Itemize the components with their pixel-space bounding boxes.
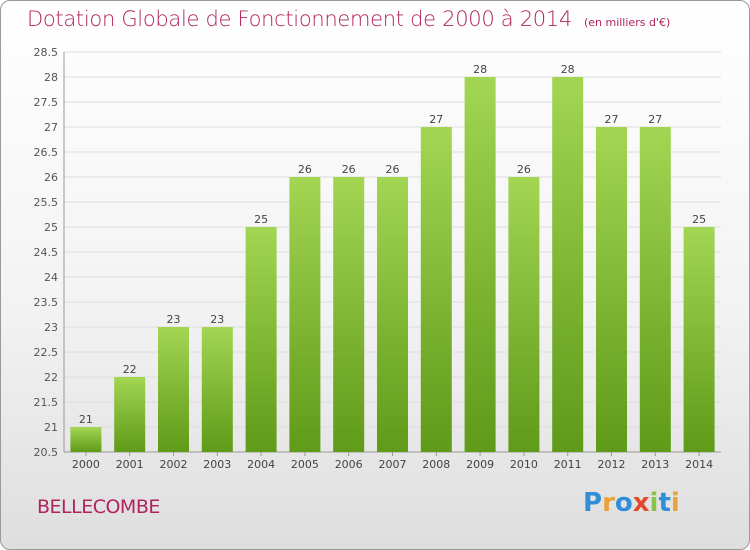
bar-value-label: 22 <box>123 363 137 376</box>
proxiti-logo: Proxiti <box>583 488 680 518</box>
bar-value-label: 26 <box>517 163 531 176</box>
x-tick-label: 2000 <box>72 458 100 471</box>
labels-layer: 20.5 21 21.5 22 22.5 23 23.5 24 24.5 25 25.5 26 26.5… <box>34 46 714 471</box>
y-tick-label: 23 <box>44 321 58 334</box>
bar <box>639 127 671 452</box>
x-tick-label: 2013 <box>641 458 669 471</box>
y-tick-label: 27.5 <box>34 96 59 109</box>
chart-title: Dotation Globale de Fonctionnement de 20… <box>27 7 670 31</box>
y-tick-label: 25.5 <box>34 196 59 209</box>
y-tick-label: 20.5 <box>34 446 59 459</box>
y-tick-label: 28.5 <box>34 46 59 59</box>
x-tick-label: 2010 <box>510 458 538 471</box>
y-tick-label: 28 <box>44 71 58 84</box>
bar <box>70 427 102 452</box>
bar <box>158 327 189 452</box>
bar <box>333 177 365 452</box>
y-tick-label: 24 <box>44 271 58 284</box>
x-tick-label: 2011 <box>554 458 582 471</box>
bar-value-label: 23 <box>167 313 181 326</box>
x-tick-label: 2014 <box>685 458 713 471</box>
x-tick-label: 2001 <box>116 458 144 471</box>
bar-value-label: 27 <box>648 113 662 126</box>
chart-title-main: Dotation Globale de Fonctionnement de 20… <box>27 7 572 31</box>
bar <box>596 127 627 452</box>
y-tick-label: 22 <box>44 371 58 384</box>
bar-value-label: 27 <box>605 113 619 126</box>
y-tick-label: 22.5 <box>34 346 59 359</box>
bar-value-label: 27 <box>429 113 443 126</box>
bar-value-label: 25 <box>254 213 268 226</box>
bar <box>683 227 715 452</box>
bar <box>552 77 584 452</box>
y-tick-label: 24.5 <box>34 246 59 259</box>
bar-value-label: 26 <box>386 163 400 176</box>
bar <box>464 77 496 452</box>
y-tick-label: 25 <box>44 221 58 234</box>
bar <box>114 377 146 452</box>
x-tick-label: 2003 <box>203 458 231 471</box>
bar <box>289 177 321 452</box>
bar <box>245 227 277 452</box>
x-tick-label: 2009 <box>466 458 494 471</box>
x-tick-label: 2012 <box>598 458 626 471</box>
bar-value-label: 25 <box>692 213 706 226</box>
y-tick-label: 23.5 <box>34 296 59 309</box>
bar <box>420 127 452 452</box>
bar <box>377 177 408 452</box>
y-tick-label: 26 <box>44 171 58 184</box>
x-tick-label: 2005 <box>291 458 319 471</box>
bar <box>508 177 540 452</box>
y-tick-label: 21 <box>44 421 58 434</box>
y-tick-label: 21.5 <box>34 396 59 409</box>
bar-value-label: 21 <box>79 413 93 426</box>
bars-layer <box>70 77 715 452</box>
x-tick-label: 2006 <box>335 458 363 471</box>
bar-value-label: 26 <box>298 163 312 176</box>
y-tick-label: 26.5 <box>34 146 59 159</box>
commune-name: BELLECOMBE <box>37 496 160 518</box>
bar-value-label: 23 <box>210 313 224 326</box>
bar-value-label: 28 <box>561 63 575 76</box>
bar-value-label: 26 <box>342 163 356 176</box>
bar-value-label: 28 <box>473 63 487 76</box>
y-tick-label: 27 <box>44 121 58 134</box>
x-tick-label: 2004 <box>247 458 275 471</box>
chart-title-unit: (en milliers d'€) <box>583 16 671 29</box>
x-tick-label: 2007 <box>379 458 407 471</box>
x-tick-label: 2002 <box>160 458 188 471</box>
x-tick-label: 2008 <box>422 458 450 471</box>
bar <box>201 327 233 452</box>
